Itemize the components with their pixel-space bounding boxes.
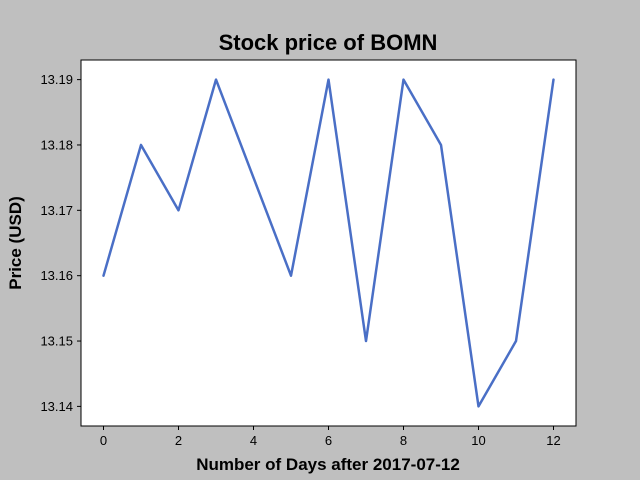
x-axis-label: Number of Days after 2017-07-12 xyxy=(196,455,460,474)
y-tick-label: 13.18 xyxy=(40,137,73,152)
x-tick-label: 4 xyxy=(250,433,257,448)
plot-area xyxy=(80,59,577,427)
x-tick-label: 0 xyxy=(100,433,107,448)
y-axis-label: Price (USD) xyxy=(6,196,25,290)
y-axis-ticks: 13.14 13.15 13.16 13.17 13.18 13.19 xyxy=(40,72,81,414)
x-tick-label: 6 xyxy=(325,433,332,448)
x-tick-label: 10 xyxy=(471,433,485,448)
x-tick-label: 2 xyxy=(175,433,182,448)
y-tick-label: 13.17 xyxy=(40,203,73,218)
y-tick-label: 13.16 xyxy=(40,268,73,283)
y-tick-label: 13.14 xyxy=(40,399,73,414)
series-line-bomn xyxy=(102,78,555,408)
x-tick-label: 12 xyxy=(546,433,560,448)
y-tick-label: 13.15 xyxy=(40,334,73,349)
x-tick-label: 8 xyxy=(400,433,407,448)
chart-title: Stock price of BOMN xyxy=(219,30,438,55)
x-axis-ticks: 0 2 4 6 8 10 12 xyxy=(100,426,561,448)
y-tick-label: 13.19 xyxy=(40,72,73,87)
